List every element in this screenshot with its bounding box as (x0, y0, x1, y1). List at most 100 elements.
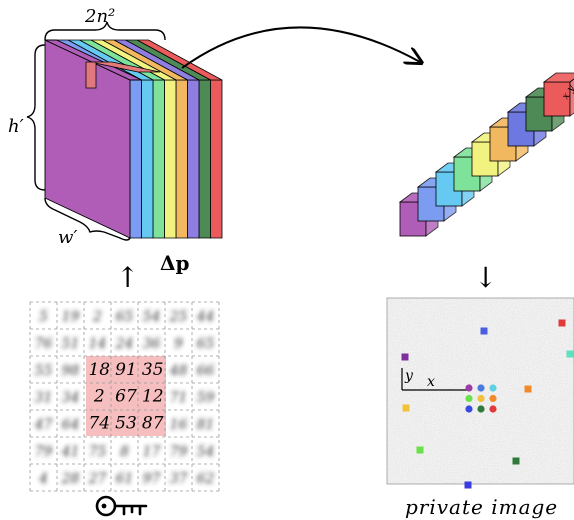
image-marker (402, 404, 410, 412)
blurred-number: 27 (88, 471, 107, 487)
column-cube-side (569, 78, 574, 117)
highlight-number: 74 (88, 413, 110, 433)
highlight-number: 87 (142, 413, 164, 433)
blurred-number: 51 (62, 336, 80, 352)
sample-patch-front (85, 61, 97, 89)
down-arrow: ↓ (474, 261, 497, 294)
block-front-top (44, 39, 142, 81)
curved-arrow (181, 26, 420, 69)
blurred-number: 44 (196, 309, 215, 325)
private-image: x y (386, 297, 574, 489)
image-marker (558, 319, 566, 327)
cluster-dot (477, 394, 485, 403)
blurred-number: 9 (174, 336, 183, 352)
blurred-number: 25 (169, 309, 188, 325)
highlight-number: 53 (115, 413, 137, 433)
cluster-dot (465, 394, 473, 403)
key-icon (95, 495, 148, 517)
cluster-dot (477, 384, 485, 392)
blurred-number: 62 (197, 471, 215, 487)
cluster-dot (489, 405, 497, 413)
blurred-number: 76 (35, 336, 53, 352)
blurred-number: 54 (143, 309, 161, 325)
highlight-numbers: 18 91 35 2 67 12 74 53 87 (88, 360, 163, 433)
x-axis-label: x (427, 374, 435, 390)
cluster-dot (489, 394, 497, 403)
block-slice-side (164, 79, 177, 239)
blurred-number: 75 (89, 444, 107, 460)
image-marker (480, 327, 488, 335)
blurred-number: 64 (62, 417, 80, 433)
blurred-number: 5 (39, 309, 48, 325)
block-slice-side (210, 79, 223, 239)
blurred-number: 79 (35, 444, 53, 460)
feature-block: 2n² h′ w′ Δp (8, 6, 223, 275)
highlight-number: 67 (115, 387, 137, 407)
blurred-number: 24 (115, 336, 134, 352)
highlight-number: 2 (93, 387, 105, 407)
blurred-number: 17 (143, 444, 161, 460)
cluster-dot (465, 405, 473, 413)
blurred-number: 37 (170, 471, 188, 487)
cluster-dot (477, 405, 485, 413)
image-marker (464, 481, 472, 489)
blurred-number: 65 (116, 309, 134, 325)
highlight-number: 18 (88, 360, 110, 380)
height-label: h′ (8, 116, 24, 137)
blurred-number: 59 (197, 390, 215, 406)
blurred-number: 71 (170, 390, 188, 406)
column-cube-top (542, 72, 574, 83)
blurred-number: 36 (143, 336, 161, 352)
height-brace (26, 44, 46, 191)
coordinate-column: x yx yx yx yx yx yx yx yx y (398, 72, 574, 237)
block-slice-side (175, 79, 188, 239)
blurred-number: 16 (170, 417, 188, 433)
blurred-number: 61 (116, 471, 134, 487)
depth-label: w′ (58, 227, 78, 248)
color-cluster (465, 384, 497, 413)
private-image-caption: private image (405, 495, 558, 519)
highlight-number: 12 (142, 387, 164, 407)
grid-lines (29, 301, 220, 492)
block-slice-side (198, 79, 211, 239)
sample-patch-top (89, 61, 161, 73)
blurred-number: 41 (61, 444, 80, 460)
blurred-number: 14 (89, 336, 107, 352)
up-arrow: ↑ (116, 261, 139, 294)
blurred-number: 31 (35, 390, 53, 406)
blurred-number: 19 (62, 309, 80, 325)
scattered-markers (401, 319, 574, 489)
blurred-number: 47 (34, 417, 53, 433)
highlight-number: 91 (115, 360, 137, 380)
image-marker (401, 353, 409, 361)
highlight-number: 35 (142, 360, 164, 380)
blurred-number: 79 (170, 444, 188, 460)
cluster-dot (489, 384, 497, 392)
width-brace (44, 21, 166, 41)
blurred-number: 81 (197, 417, 215, 433)
blurred-number: 48 (169, 363, 188, 379)
block-slice-side (141, 79, 154, 239)
block-slice-side (187, 79, 200, 239)
blurred-number: 54 (197, 444, 215, 460)
blurred-number: 55 (35, 363, 53, 379)
y-axis-label: y (404, 368, 414, 384)
blurred-number: 97 (143, 471, 161, 487)
blurred-number: 66 (197, 363, 215, 379)
blurred-number: 65 (197, 336, 215, 352)
blurred-number: 28 (61, 471, 80, 487)
block-slice-side (129, 79, 142, 239)
blurred-number: 2 (92, 309, 102, 325)
highlight-region (86, 356, 166, 436)
image-marker (566, 350, 574, 358)
blurred-number: 4 (38, 471, 48, 487)
image-marker (416, 446, 424, 454)
image-marker (512, 457, 520, 465)
blurred-number: 98 (62, 363, 80, 379)
delta-label: Δp (160, 251, 190, 275)
blurred-number: 34 (62, 390, 80, 406)
block-slice-side (152, 79, 165, 239)
